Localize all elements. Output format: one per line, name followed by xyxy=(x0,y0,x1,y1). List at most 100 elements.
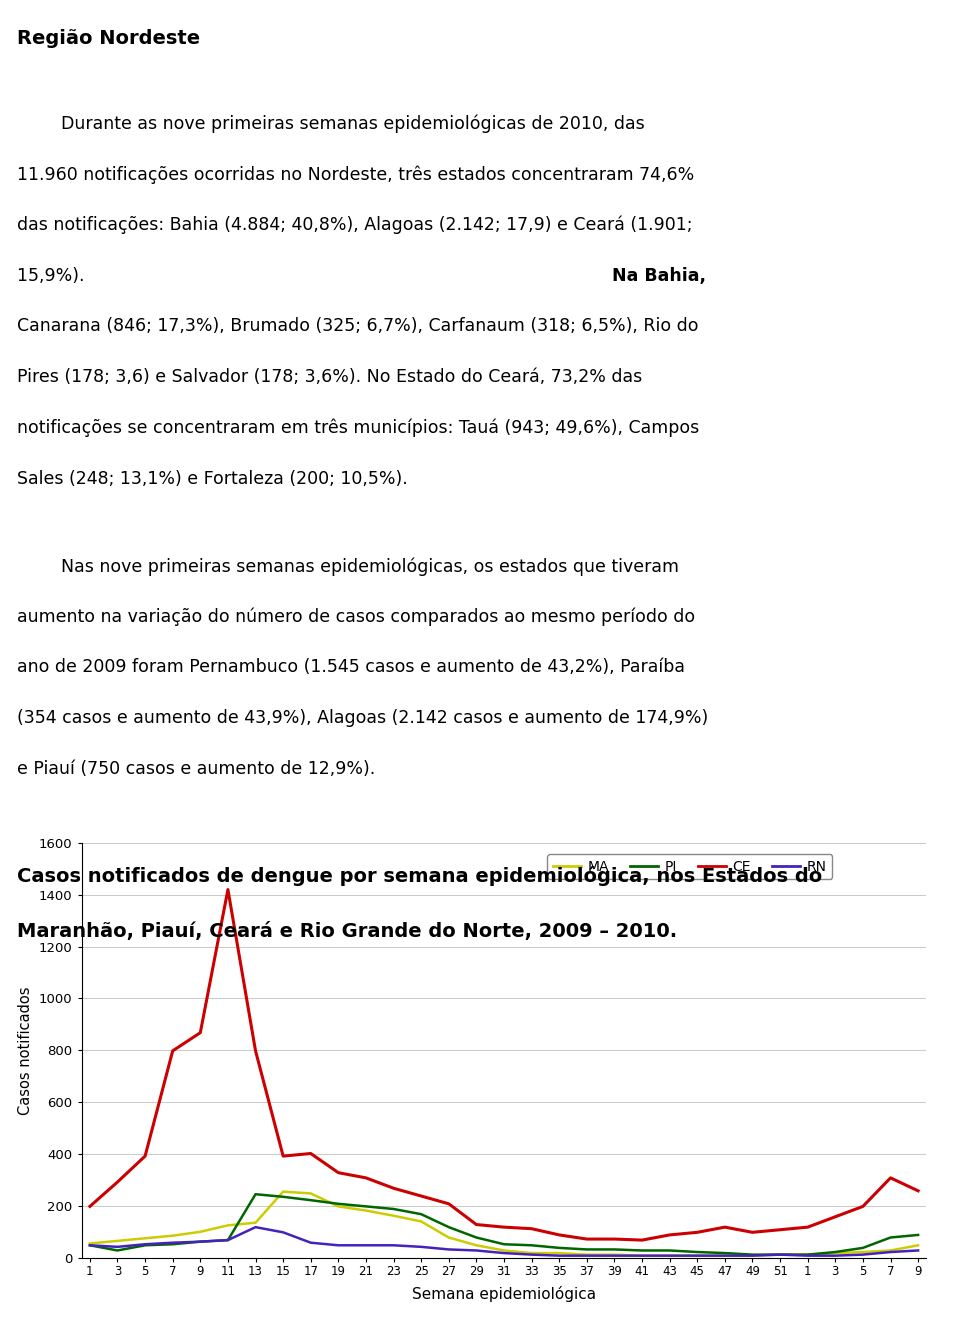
CE xyxy=(912,1183,924,1198)
MA xyxy=(416,1213,427,1229)
PI xyxy=(388,1201,399,1217)
RN xyxy=(388,1238,399,1254)
MA xyxy=(829,1245,841,1260)
CE xyxy=(885,1169,897,1185)
CE xyxy=(416,1188,427,1204)
PI xyxy=(277,1189,289,1205)
CE xyxy=(691,1225,703,1241)
Text: Casos notificados de dengue por semana epidemiológica, nos Estados do: Casos notificados de dengue por semana e… xyxy=(17,865,823,886)
CE xyxy=(802,1220,813,1235)
RN xyxy=(802,1247,813,1263)
Text: Região Nordeste: Região Nordeste xyxy=(17,29,201,47)
Text: das notificações: Bahia (4.884; 40,8%), Alagoas (2.142; 17,9) e Ceará (1.901;: das notificações: Bahia (4.884; 40,8%), … xyxy=(17,216,693,234)
PI xyxy=(498,1237,510,1252)
PI xyxy=(802,1247,813,1263)
PI xyxy=(222,1233,233,1249)
RN xyxy=(111,1239,123,1255)
PI xyxy=(747,1247,758,1263)
Line: MA: MA xyxy=(90,1192,918,1255)
MA xyxy=(305,1185,317,1201)
PI xyxy=(829,1245,841,1260)
PI xyxy=(912,1227,924,1243)
Text: notificações se concentraram em três municípios: Tauá (943; 49,6%), Campos: notificações se concentraram em três mun… xyxy=(17,419,700,437)
RN xyxy=(719,1247,731,1263)
RN xyxy=(277,1225,289,1241)
CE xyxy=(139,1148,151,1164)
CE xyxy=(498,1220,510,1235)
CE xyxy=(195,1025,206,1040)
RN xyxy=(857,1247,869,1263)
CE xyxy=(829,1209,841,1225)
MA xyxy=(775,1247,786,1263)
MA xyxy=(139,1230,151,1246)
MA xyxy=(664,1247,676,1263)
Text: Canarana (846; 17,3%), Brumado (325; 6,7%), Carfanaum (318; 6,5%), Rio do: Canarana (846; 17,3%), Brumado (325; 6,7… xyxy=(17,317,699,336)
MA xyxy=(388,1208,399,1223)
RN xyxy=(554,1247,565,1263)
CE xyxy=(609,1231,620,1247)
PI xyxy=(664,1242,676,1258)
PI xyxy=(526,1238,538,1254)
CE xyxy=(857,1198,869,1214)
MA xyxy=(470,1238,482,1254)
Text: aumento na variação do número de casos comparados ao mesmo período do: aumento na variação do número de casos c… xyxy=(17,607,695,627)
PI xyxy=(719,1245,731,1260)
CE xyxy=(664,1227,676,1243)
RN xyxy=(691,1247,703,1263)
PI xyxy=(250,1187,261,1202)
MA xyxy=(167,1227,179,1243)
Legend: MA, PI, CE, RN: MA, PI, CE, RN xyxy=(547,853,832,878)
MA xyxy=(554,1245,565,1260)
Text: 15,9%).: 15,9%). xyxy=(17,266,90,284)
RN xyxy=(332,1238,344,1254)
MA xyxy=(747,1247,758,1263)
RN xyxy=(416,1239,427,1255)
RN xyxy=(470,1242,482,1258)
RN xyxy=(829,1247,841,1263)
PI xyxy=(857,1241,869,1256)
MA xyxy=(250,1214,261,1230)
Line: RN: RN xyxy=(90,1227,918,1255)
PI xyxy=(332,1196,344,1212)
PI xyxy=(416,1206,427,1222)
Text: Maranhão, Piauí, Ceará e Rio Grande do Norte, 2009 – 2010.: Maranhão, Piauí, Ceará e Rio Grande do N… xyxy=(17,922,678,940)
PI xyxy=(443,1220,454,1235)
PI xyxy=(111,1242,123,1258)
RN xyxy=(84,1238,96,1254)
CE xyxy=(443,1196,454,1212)
RN xyxy=(747,1247,758,1263)
RN xyxy=(250,1220,261,1235)
PI xyxy=(691,1245,703,1260)
MA xyxy=(802,1247,813,1263)
RN xyxy=(775,1247,786,1263)
Text: (354 casos e aumento de 43,9%), Alagoas (2.142 casos e aumento de 174,9%): (354 casos e aumento de 43,9%), Alagoas … xyxy=(17,709,708,727)
RN xyxy=(664,1247,676,1263)
CE xyxy=(167,1043,179,1059)
CE xyxy=(526,1221,538,1237)
RN xyxy=(498,1245,510,1260)
Y-axis label: Casos notificados: Casos notificados xyxy=(18,986,34,1114)
X-axis label: Semana epidemiológica: Semana epidemiológica xyxy=(412,1285,596,1303)
PI xyxy=(360,1198,372,1214)
CE xyxy=(360,1169,372,1185)
MA xyxy=(691,1247,703,1263)
MA xyxy=(111,1233,123,1249)
CE xyxy=(719,1220,731,1235)
PI xyxy=(775,1247,786,1263)
MA xyxy=(912,1238,924,1254)
CE xyxy=(470,1217,482,1233)
Text: Pires (178; 3,6) e Salvador (178; 3,6%). No Estado do Ceará, 73,2% das: Pires (178; 3,6) e Salvador (178; 3,6%).… xyxy=(17,367,642,386)
MA xyxy=(719,1247,731,1263)
PI xyxy=(195,1234,206,1250)
RN xyxy=(609,1247,620,1263)
Text: Na Bahia,: Na Bahia, xyxy=(612,266,707,284)
MA xyxy=(581,1247,592,1263)
Line: PI: PI xyxy=(90,1195,918,1255)
MA xyxy=(526,1245,538,1260)
MA xyxy=(885,1242,897,1258)
CE xyxy=(111,1175,123,1191)
PI xyxy=(609,1242,620,1258)
PI xyxy=(581,1242,592,1258)
Text: Durante as nove primeiras semanas epidemiológicas de 2010, das: Durante as nove primeiras semanas epidem… xyxy=(17,115,645,133)
PI xyxy=(554,1241,565,1256)
